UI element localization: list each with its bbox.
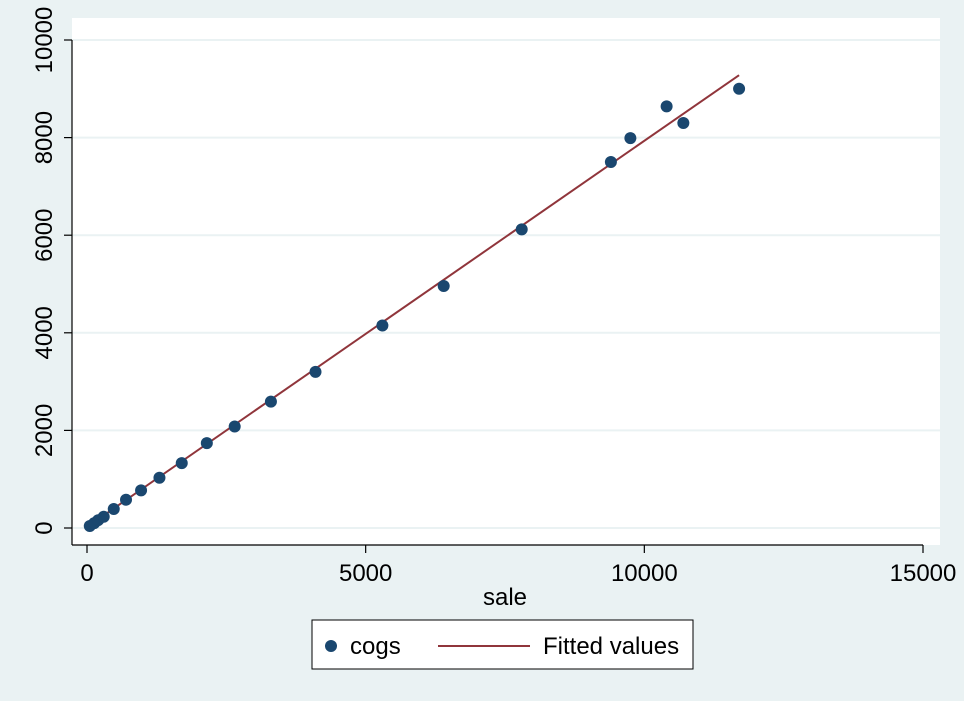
cogs-point	[309, 365, 322, 378]
fitted-values-line	[89, 74, 740, 526]
x-tick-label: 0	[80, 560, 93, 587]
legend-label-fitted-values: Fitted values	[543, 633, 679, 660]
cogs-point	[264, 395, 277, 408]
x-tick-label: 5000	[339, 560, 392, 587]
cogs-point	[660, 100, 673, 113]
cogs-point	[515, 223, 528, 236]
cogs-point	[153, 471, 166, 484]
cogs-point	[135, 484, 148, 497]
cogs-point	[376, 319, 389, 332]
cogs-point	[624, 132, 637, 145]
cogs-point	[200, 437, 213, 450]
cogs-point	[175, 457, 188, 470]
y-tick-label: 0	[31, 521, 58, 534]
cogs-point	[604, 156, 617, 168]
y-tick-label: 6000	[31, 209, 58, 262]
x-axis-title: sale	[483, 584, 527, 611]
legend-marker-cogs	[325, 640, 337, 652]
cogs-point	[107, 502, 120, 515]
cogs-point	[97, 510, 110, 523]
cogs-point	[228, 420, 241, 433]
legend: cogs Fitted values	[311, 619, 694, 670]
legend-label-cogs: cogs	[350, 633, 401, 660]
y-tick-label: 8000	[31, 111, 58, 164]
gridlines	[72, 39, 940, 529]
x-ticks: 0 5000 10000 15000	[80, 545, 956, 587]
x-tick-label: 15000	[890, 560, 957, 587]
cogs-point	[733, 82, 746, 95]
y-ticks: 0 2000 4000 6000 8000 10000	[31, 7, 72, 535]
axes	[71, 40, 923, 546]
x-tick-label: 10000	[611, 560, 678, 587]
cogs-point	[120, 493, 133, 506]
fit-line-group	[89, 74, 740, 526]
plot-area	[72, 18, 940, 545]
y-tick-label: 2000	[31, 404, 58, 457]
y-tick-label: 4000	[31, 306, 58, 359]
cogs-point	[437, 279, 450, 292]
y-tick-label: 10000	[31, 7, 58, 74]
cogs-point	[677, 116, 690, 129]
legend-box	[311, 619, 694, 670]
scatter-points	[83, 82, 746, 533]
